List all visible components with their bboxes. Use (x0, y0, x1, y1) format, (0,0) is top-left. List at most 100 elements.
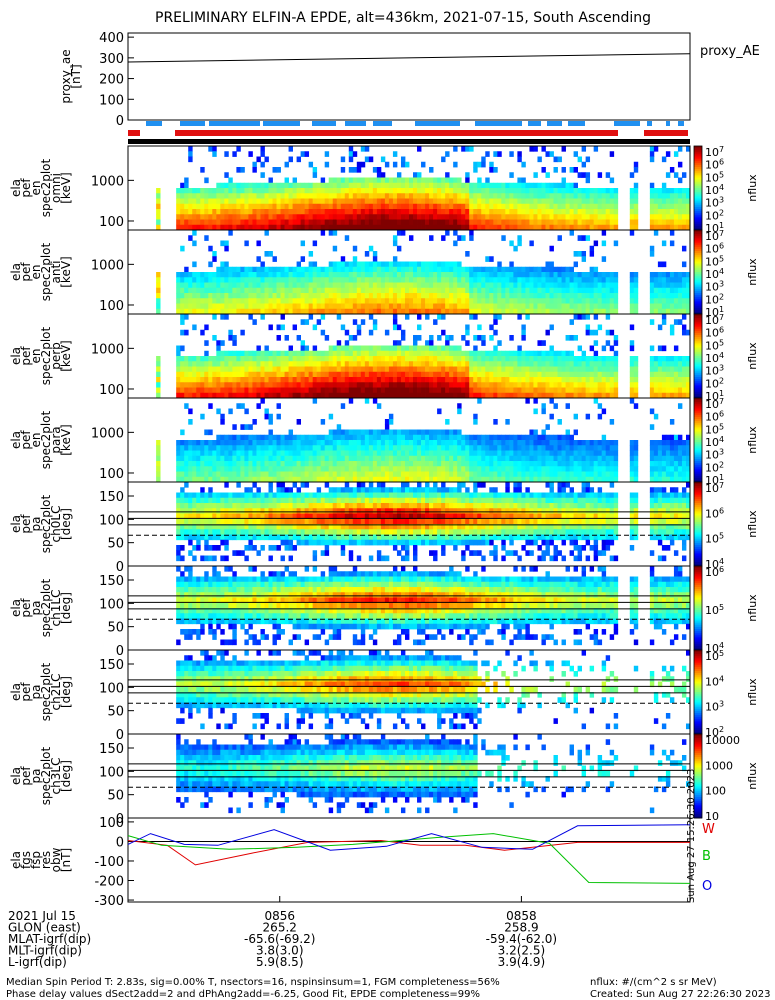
spec-cell (204, 382, 209, 388)
spec-cell (400, 188, 406, 194)
spec-cell (180, 377, 185, 383)
spec-cell (453, 240, 458, 247)
spec-cell (597, 361, 603, 367)
spec-cell (400, 177, 406, 184)
spec-cell (268, 214, 273, 220)
spec-cell (380, 345, 386, 352)
spec-cell (272, 382, 277, 388)
spec-cell (549, 455, 554, 462)
spec-cell (581, 356, 587, 362)
spec-cell (376, 382, 382, 388)
spec-cell (304, 361, 310, 367)
spec-cell (380, 177, 386, 184)
spec-cell (577, 219, 583, 226)
spec-cell (657, 282, 663, 289)
spec-cell (517, 392, 522, 399)
spec-cell (573, 261, 578, 268)
spec-cell (400, 182, 406, 189)
spec-cell (184, 382, 189, 388)
spec-cell (449, 282, 454, 289)
spec-cell (501, 287, 506, 294)
spec-cell (204, 193, 209, 199)
spec-cell (589, 272, 595, 278)
spec-cell (461, 308, 466, 315)
spec-cell (457, 440, 462, 446)
spec-cell (316, 198, 322, 205)
spec-cell (344, 382, 350, 388)
spec-cell (581, 466, 587, 472)
spec-cell (565, 188, 570, 194)
spec-cell (404, 261, 410, 268)
spec-cell (396, 209, 402, 215)
spec-cell (549, 298, 554, 304)
spec-cell (364, 450, 370, 457)
spec-cell (549, 151, 554, 157)
spec-cell (264, 230, 269, 236)
spec-cell (665, 219, 671, 226)
spec-cell (581, 392, 587, 399)
spec-cell (445, 434, 450, 441)
spec-cell (673, 440, 679, 446)
spec-cell (477, 392, 482, 399)
spec-cell (529, 350, 534, 357)
spec-cell (344, 466, 350, 472)
spec-cell (396, 445, 402, 451)
spec-cell (312, 198, 318, 205)
spec-cell (236, 471, 241, 478)
spec-cell (585, 382, 591, 388)
spec-cell (276, 214, 281, 220)
spec-cell (180, 445, 185, 451)
spec-cell (585, 371, 591, 378)
spec-cell (272, 434, 277, 441)
spec-cell (192, 466, 197, 472)
spec-cell (493, 198, 498, 205)
spec-cell (489, 377, 494, 383)
spec-cell (473, 282, 478, 289)
spec-cell (372, 193, 378, 199)
spec-cell (272, 387, 277, 394)
spec-cell (388, 419, 394, 425)
spec-cell (320, 277, 326, 283)
spec-cell (232, 308, 237, 315)
spec-cell (461, 198, 466, 205)
spec-cell (653, 450, 659, 457)
spec-cell (545, 366, 550, 373)
spec-cell (376, 287, 382, 294)
spec-cell (260, 198, 265, 205)
spec-cell (673, 392, 679, 399)
spec-cell (360, 476, 366, 483)
spec-cell (473, 266, 478, 273)
spec-cell (569, 476, 574, 483)
spec-cell (421, 455, 426, 462)
spec-cell (669, 329, 675, 336)
spec-cell (304, 371, 310, 378)
spec-cell (316, 371, 322, 378)
spec-cell (577, 345, 583, 352)
spec-cell (497, 298, 502, 304)
spec-cell (541, 266, 546, 273)
spec-cell (280, 193, 285, 199)
spec-cell (581, 224, 587, 231)
spec-cell (396, 224, 402, 231)
spec-cell (396, 387, 402, 394)
spec-cell (533, 224, 538, 231)
spec-cell (288, 382, 293, 388)
spec-cell (252, 450, 257, 457)
spec-cell (396, 356, 402, 362)
spec-cell (352, 466, 358, 472)
spec-cell (489, 476, 494, 483)
spec-cell (441, 224, 446, 231)
spec-cell (577, 287, 583, 294)
spec-cell (517, 382, 522, 388)
spec-cell (244, 466, 249, 472)
spec-cell (465, 293, 470, 299)
spec-cell (224, 214, 229, 220)
spec-cell (196, 371, 201, 378)
spec-cell (404, 366, 410, 373)
spec-cell (400, 434, 406, 441)
spec-cell (673, 455, 679, 462)
spec-cell (473, 308, 478, 315)
spec-cell (409, 371, 414, 378)
spec-cell (669, 287, 675, 294)
spec-cell (324, 350, 330, 357)
